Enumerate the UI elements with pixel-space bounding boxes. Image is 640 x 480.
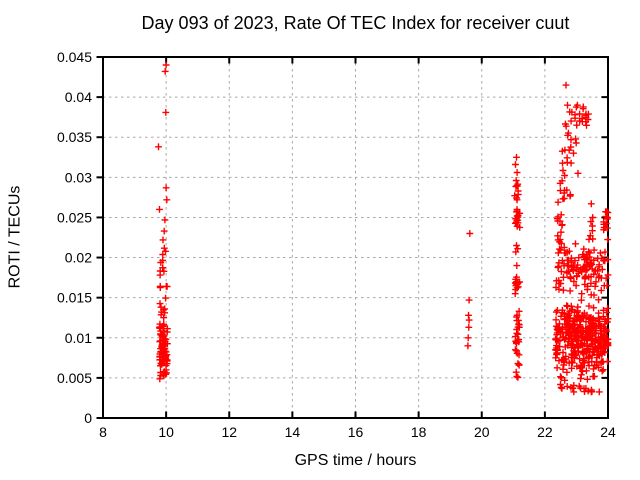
scatter-cluster: [556, 154, 575, 203]
y-tick-label: 0.015: [57, 290, 92, 306]
y-tick-label: 0: [84, 410, 92, 426]
y-tick-label: 0.035: [57, 129, 92, 145]
y-tick-label: 0.045: [57, 49, 92, 65]
scatter-cluster: [552, 296, 612, 379]
scatter-cluster: [156, 244, 171, 322]
x-tick-label: 14: [285, 424, 301, 440]
y-tick-label: 0.03: [65, 169, 92, 185]
x-axis-title: GPS time / hours: [294, 452, 417, 469]
scatter-cluster: [600, 208, 612, 234]
scatter-cluster: [585, 214, 597, 257]
chart-title: Day 093 of 2023, Rate Of TEC Index for r…: [141, 13, 570, 33]
scatter-cluster: [511, 273, 523, 293]
x-tick-label: 10: [158, 424, 174, 440]
x-tick-label: 8: [99, 424, 107, 440]
x-tick-label: 22: [537, 424, 553, 440]
y-tick-label: 0.005: [57, 370, 92, 386]
x-tick-label: 18: [411, 424, 427, 440]
y-tick-label: 0.04: [65, 89, 92, 105]
x-tick-label: 16: [348, 424, 364, 440]
y-tick-label: 0.01: [65, 330, 92, 346]
x-tick-label: 24: [600, 424, 616, 440]
scatter-cluster: [511, 180, 522, 204]
scatter-cluster: [156, 320, 171, 383]
scatter-cluster: [558, 135, 580, 157]
scatter-cluster: [562, 101, 592, 139]
x-tick-label: 20: [474, 424, 490, 440]
y-tick-label: 0.025: [57, 209, 92, 225]
x-tick-label: 12: [221, 424, 237, 440]
y-tick-label: 0.02: [65, 250, 92, 266]
scatter-cluster: [552, 236, 612, 299]
scatter-cluster: [557, 372, 603, 396]
scatter-points: [155, 61, 595, 350]
scatter-cluster: [512, 206, 524, 231]
scatter-cluster: [512, 307, 523, 381]
